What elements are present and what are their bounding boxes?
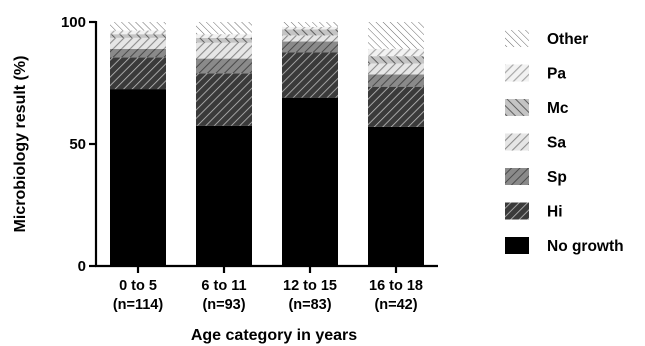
x-axis-title: Age category in years: [191, 327, 357, 344]
bar-segment-mc-3: [282, 29, 338, 36]
bar-segment-hi-3: [282, 52, 338, 98]
bar-segment-mc-1: [110, 34, 166, 38]
legend-label-other: Other: [547, 31, 588, 48]
y-tick-label-0: 0: [78, 258, 86, 275]
bar-segment-pa-4: [368, 48, 424, 57]
legend: Other Pa Mc Sa Sp Hi No growth: [505, 30, 624, 255]
bar-segment-other-2: [196, 22, 252, 35]
bar-segment-sp-1: [110, 48, 166, 58]
legend-swatch-pa: [505, 64, 529, 82]
x-category-label-2: 6 to 11 (n=93): [201, 278, 246, 313]
bar-segment-hi-4: [368, 86, 424, 127]
bar-segment-sa-2: [196, 42, 252, 59]
legend-label-no-growth: No growth: [547, 238, 624, 255]
legend-swatch-no-growth: [505, 237, 529, 254]
bar-segment-pa-3: [282, 26, 338, 30]
bar-segment-mc-4: [368, 56, 424, 64]
y-tick-label-100: 100: [61, 14, 86, 31]
bar-segment-sp-3: [282, 41, 338, 53]
x-category-labels: 0 to 5 (n=114) 6 to 11 (n=93) 12 to 15 (n=83)…: [113, 278, 423, 313]
x-category-range: 0 to 5: [119, 278, 157, 294]
bar-segment-sa-1: [110, 37, 166, 49]
bar-segment-no-growth-4: [368, 126, 424, 266]
x-category-range: 6 to 11: [201, 278, 246, 294]
legend-label-sp: Sp: [547, 169, 567, 186]
x-category-label-1: 0 to 5 (n=114): [113, 278, 164, 313]
bar-segment-sa-3: [282, 35, 338, 42]
x-category-label-3: 12 to 15 (n=83): [283, 278, 337, 313]
x-category-count: (n=93): [202, 297, 245, 313]
legend-swatch-sa: [505, 133, 529, 151]
legend-swatch-sp: [505, 168, 529, 185]
bar-segment-hi-1: [110, 57, 166, 90]
bar-segment-sp-4: [368, 74, 424, 87]
x-category-label-4: 16 to 18 (n=42): [369, 278, 423, 313]
bars-group: [110, 22, 424, 266]
axes-group: 0 50 100: [61, 14, 438, 275]
bar-segment-no-growth-1: [110, 89, 166, 266]
x-category-count: (n=83): [288, 297, 331, 313]
bar-segment-sp-2: [196, 58, 252, 74]
bar-segment-pa-1: [110, 30, 166, 35]
legend-label-hi: Hi: [547, 204, 563, 221]
legend-label-sa: Sa: [547, 135, 566, 152]
x-category-count: (n=42): [374, 297, 417, 313]
x-category-range: 16 to 18: [369, 278, 423, 294]
legend-swatch-hi: [505, 202, 529, 220]
bar-segment-sa-4: [368, 63, 424, 75]
legend-swatch-other: [505, 30, 529, 47]
x-category-count: (n=114): [113, 297, 164, 313]
bar-segment-other-3: [282, 22, 338, 27]
bar-segment-pa-2: [196, 34, 252, 38]
bar-segment-no-growth-2: [196, 125, 252, 266]
legend-label-pa: Pa: [547, 66, 566, 83]
x-category-range: 12 to 15: [283, 278, 337, 294]
legend-label-mc: Mc: [547, 100, 569, 117]
legend-swatch-mc: [505, 99, 529, 116]
bar-segment-mc-2: [196, 37, 252, 43]
y-tick-label-50: 50: [69, 136, 86, 153]
y-axis-title: Microbiology result (%): [12, 56, 29, 233]
bar-segment-other-1: [110, 22, 166, 31]
bar-segment-other-4: [368, 22, 424, 49]
bar-segment-hi-2: [196, 73, 252, 126]
bar-segment-no-growth-3: [282, 97, 338, 266]
